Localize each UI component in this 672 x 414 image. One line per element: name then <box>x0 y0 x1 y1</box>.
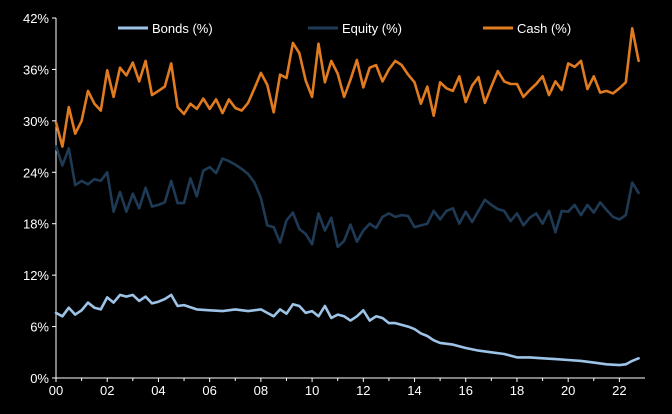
y-tick-label: 18% <box>23 217 49 232</box>
x-tick-label: 10 <box>305 383 319 398</box>
x-tick-label: 00 <box>49 383 63 398</box>
legend-label: Cash (%) <box>517 21 571 36</box>
x-tick-label: 02 <box>100 383 114 398</box>
x-tick-label: 16 <box>459 383 473 398</box>
series-line-bonds <box>54 293 640 367</box>
x-tick-label: 14 <box>407 383 421 398</box>
x-tick-label: 06 <box>202 383 216 398</box>
y-tick-label: 6% <box>30 320 49 335</box>
y-axis-labels: 0% 6% 12% 18% 24% 30% 36% 42% <box>23 11 49 386</box>
x-tick-label: 12 <box>356 383 370 398</box>
legend-label: Equity (%) <box>342 21 402 36</box>
x-tick-label: 04 <box>151 383 165 398</box>
series-line-cash <box>54 26 640 148</box>
y-tick-label: 24% <box>23 165 49 180</box>
y-tick-label: 42% <box>23 11 49 26</box>
x-tick-label: 18 <box>510 383 524 398</box>
x-axis-labels: 00 02 04 06 08 10 12 14 16 18 20 22 <box>49 383 627 398</box>
series-lines <box>54 26 640 367</box>
x-tick-label: 22 <box>612 383 626 398</box>
y-tick-label: 12% <box>23 268 49 283</box>
x-tick-label: 20 <box>561 383 575 398</box>
legend-label: Bonds (%) <box>152 21 213 36</box>
y-tick-label: 0% <box>30 371 49 386</box>
y-tick-label: 30% <box>23 114 49 129</box>
series-line-equity <box>54 145 640 249</box>
axes <box>52 17 645 382</box>
y-tick-label: 36% <box>23 62 49 77</box>
legend: Bonds (%) Equity (%) Cash (%) <box>118 21 571 36</box>
x-tick-label: 08 <box>254 383 268 398</box>
